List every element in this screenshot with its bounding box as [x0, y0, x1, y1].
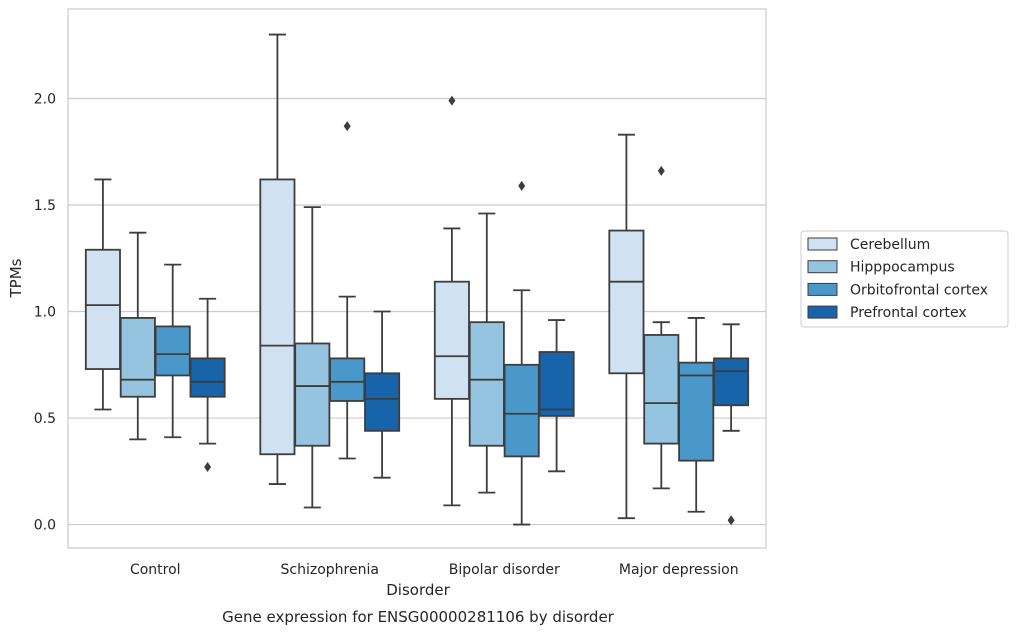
box-iqr	[713, 357, 750, 407]
grid-lines	[68, 97, 766, 526]
legend-swatch	[807, 260, 838, 274]
x-tick-label: Schizophrenia	[281, 562, 379, 578]
outlier-point	[727, 515, 735, 526]
legend-swatch	[807, 237, 838, 251]
box-iqr	[259, 178, 296, 456]
box-cerebellum	[259, 33, 296, 485]
outlier-point	[657, 165, 665, 176]
box-iqr	[119, 317, 156, 398]
box-hipppocampus	[294, 206, 331, 509]
legend-swatch	[807, 282, 838, 296]
legend-label: Prefrontal cortex	[850, 305, 967, 321]
box-orbitofrontal-cortex	[154, 263, 191, 439]
outlier-point	[343, 121, 351, 132]
box-iqr	[329, 357, 366, 402]
legend-swatch	[807, 305, 838, 319]
y-tick-label: 0.5	[34, 411, 56, 427]
y-tick-label: 0.0	[34, 518, 56, 534]
legend-label: Hipppocampus	[850, 260, 955, 276]
box-prefrontal-cortex	[538, 319, 575, 473]
y-tick-label: 2.0	[34, 91, 56, 107]
box-iqr	[84, 248, 121, 370]
outlier-point	[204, 462, 212, 473]
box-iqr	[433, 280, 470, 400]
box-hipppocampus	[119, 231, 156, 441]
box-iqr	[503, 363, 540, 458]
box-iqr	[189, 357, 226, 398]
x-tick-label: Major depression	[619, 562, 739, 578]
legend-label: Cerebellum	[850, 237, 930, 253]
box-orbitofrontal-cortex	[503, 180, 540, 526]
box-iqr	[294, 342, 331, 447]
box-iqr	[608, 229, 645, 375]
outlier-point	[448, 95, 456, 106]
box-cerebellum	[608, 133, 645, 520]
outlier-point	[518, 180, 526, 191]
legend: Cerebellum Hipppocampus Orbitofrontal cort…	[800, 230, 1009, 328]
legend-label: Orbitofrontal cortex	[850, 282, 988, 298]
y-axis-label: TPMs	[7, 258, 25, 298]
box-iqr	[154, 325, 191, 377]
box-orbitofrontal-cortex	[678, 317, 715, 513]
box-prefrontal-cortex	[713, 323, 750, 526]
chart-caption: Gene expression for ENSG00000281106 by d…	[222, 608, 615, 626]
y-tick-label: 1.5	[34, 198, 56, 214]
box-iqr	[538, 351, 575, 417]
box-cerebellum	[433, 95, 470, 507]
y-tick-label: 1.0	[34, 305, 56, 321]
legend-items: Cerebellum Hipppocampus Orbitofrontal cort…	[807, 237, 988, 321]
x-axis-label: Disorder	[386, 581, 450, 599]
y-tick-labels: 0.0 0.5 1.0 1.5 2.0	[34, 91, 56, 533]
box-prefrontal-cortex	[189, 297, 226, 473]
x-tick-label: Bipolar disorder	[449, 562, 560, 578]
box-iqr	[468, 321, 505, 447]
box-prefrontal-cortex	[364, 310, 401, 479]
box-iqr	[643, 334, 680, 445]
x-tick-label: Control	[130, 562, 181, 578]
box-hipppocampus	[643, 165, 680, 490]
legend-frame	[800, 230, 1009, 328]
plot-frame	[67, 8, 767, 549]
box-iqr	[678, 361, 715, 462]
plot-area	[67, 8, 767, 549]
x-tick-labels: Control Schizophrenia Bipolar disorder Majo…	[130, 562, 739, 578]
box-hipppocampus	[468, 212, 505, 494]
box-iqr	[364, 372, 401, 432]
box-series	[84, 33, 750, 526]
box-cerebellum	[84, 178, 121, 411]
